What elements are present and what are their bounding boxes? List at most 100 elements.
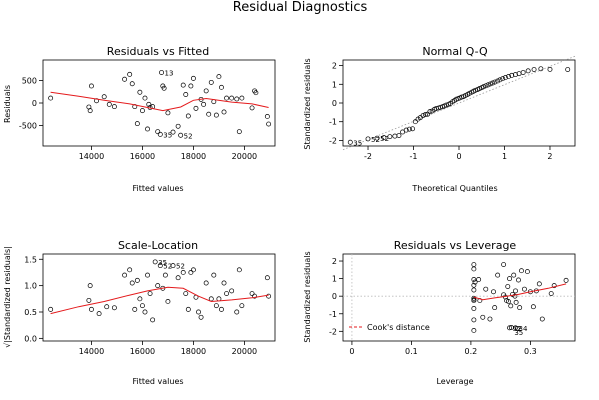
data-point [513, 288, 518, 294]
data-point [365, 136, 371, 142]
x-tick-label: 16000 [130, 347, 155, 356]
data-point [427, 109, 433, 115]
data-point [471, 277, 477, 282]
data-point [471, 262, 477, 267]
smoother-line [473, 283, 567, 301]
data-point [229, 95, 235, 101]
point-label: 35 [163, 131, 172, 139]
x-tick-label: 20000 [232, 152, 257, 161]
data-point [512, 72, 518, 78]
data-point [513, 299, 519, 305]
data-point [480, 314, 486, 320]
point-label: 52 [176, 263, 185, 271]
point-label: 52 [184, 132, 193, 140]
data-point [206, 111, 212, 117]
data-point [175, 275, 181, 281]
data-point [501, 262, 507, 267]
x-tick-label: 0 [349, 347, 354, 356]
data-point [145, 126, 150, 132]
data-point [249, 291, 255, 296]
data-point [111, 305, 117, 311]
x-tick-label: 14000 [79, 347, 104, 356]
data-point [381, 135, 387, 141]
data-point [471, 282, 477, 288]
data-point [487, 81, 493, 87]
data-point [551, 283, 557, 289]
data-point [530, 304, 536, 310]
figure-title: Residual Diagnostics [233, 0, 368, 15]
data-point [472, 279, 478, 285]
data-point [175, 123, 181, 129]
y-tick-label: 0 [332, 99, 337, 108]
data-point [122, 76, 128, 82]
data-point [471, 295, 477, 301]
data-point [146, 101, 152, 107]
data-point [239, 303, 245, 309]
y-axis-label: √|Standardized residuals| [3, 246, 12, 348]
plot-frame [342, 253, 576, 342]
data-point [538, 66, 544, 72]
data-point [208, 296, 214, 302]
residuals-vs-fitted-panel: Residuals vs Fitted Fitted values Residu… [3, 45, 276, 193]
x-axis-label: Theoretical Quantiles [411, 184, 497, 193]
data-point [180, 82, 186, 88]
smoother-line [50, 91, 269, 112]
data-point [487, 316, 493, 322]
data-point [471, 287, 477, 293]
x-tick-label: 0.2 [465, 347, 478, 356]
data-point [219, 306, 224, 312]
data-point [495, 272, 501, 278]
panel-title: Scale-Location [118, 239, 198, 252]
data-point [264, 113, 270, 119]
data-point [492, 79, 498, 85]
data-point [536, 281, 542, 287]
data-point [152, 259, 158, 265]
data-point [420, 113, 426, 118]
data-point [88, 306, 94, 312]
data-point [476, 277, 482, 282]
data-point [170, 263, 176, 269]
data-point [507, 325, 513, 331]
data-point [147, 291, 153, 296]
plot-frame [42, 253, 276, 342]
data-point [548, 291, 554, 296]
data-point [406, 126, 412, 132]
x-axis-label: Fitted values [132, 377, 183, 386]
data-point [249, 105, 255, 111]
data-point [96, 311, 102, 317]
data-point [132, 306, 138, 312]
data-point [505, 284, 511, 289]
data-point [155, 283, 161, 289]
data-point [129, 81, 135, 87]
data-point [471, 266, 477, 272]
data-point [188, 83, 194, 89]
data-point [165, 299, 171, 304]
data-point [485, 82, 491, 88]
data-point [511, 272, 517, 278]
data-point [139, 303, 145, 309]
x-tick-label: 0.1 [405, 347, 418, 356]
x-tick-label: 14000 [79, 152, 104, 161]
data-point [129, 280, 135, 286]
data-point [403, 127, 409, 133]
data-point [165, 110, 171, 116]
y-tick-label: -2 [329, 136, 337, 145]
y-tick-label: 1.0 [24, 282, 37, 291]
data-point [507, 276, 513, 282]
data-point [213, 303, 219, 309]
data-point [137, 89, 143, 95]
data-point [563, 277, 569, 283]
data-point [180, 270, 186, 275]
data-point [525, 68, 531, 74]
data-point [185, 306, 191, 312]
data-point [142, 309, 148, 315]
data-point [410, 126, 416, 132]
smoother-line [50, 286, 269, 315]
data-point [520, 70, 526, 75]
data-point [127, 71, 133, 77]
data-point [547, 66, 553, 72]
data-point [266, 293, 272, 299]
data-point [150, 317, 156, 323]
data-point [127, 267, 133, 273]
data-point [211, 272, 217, 278]
